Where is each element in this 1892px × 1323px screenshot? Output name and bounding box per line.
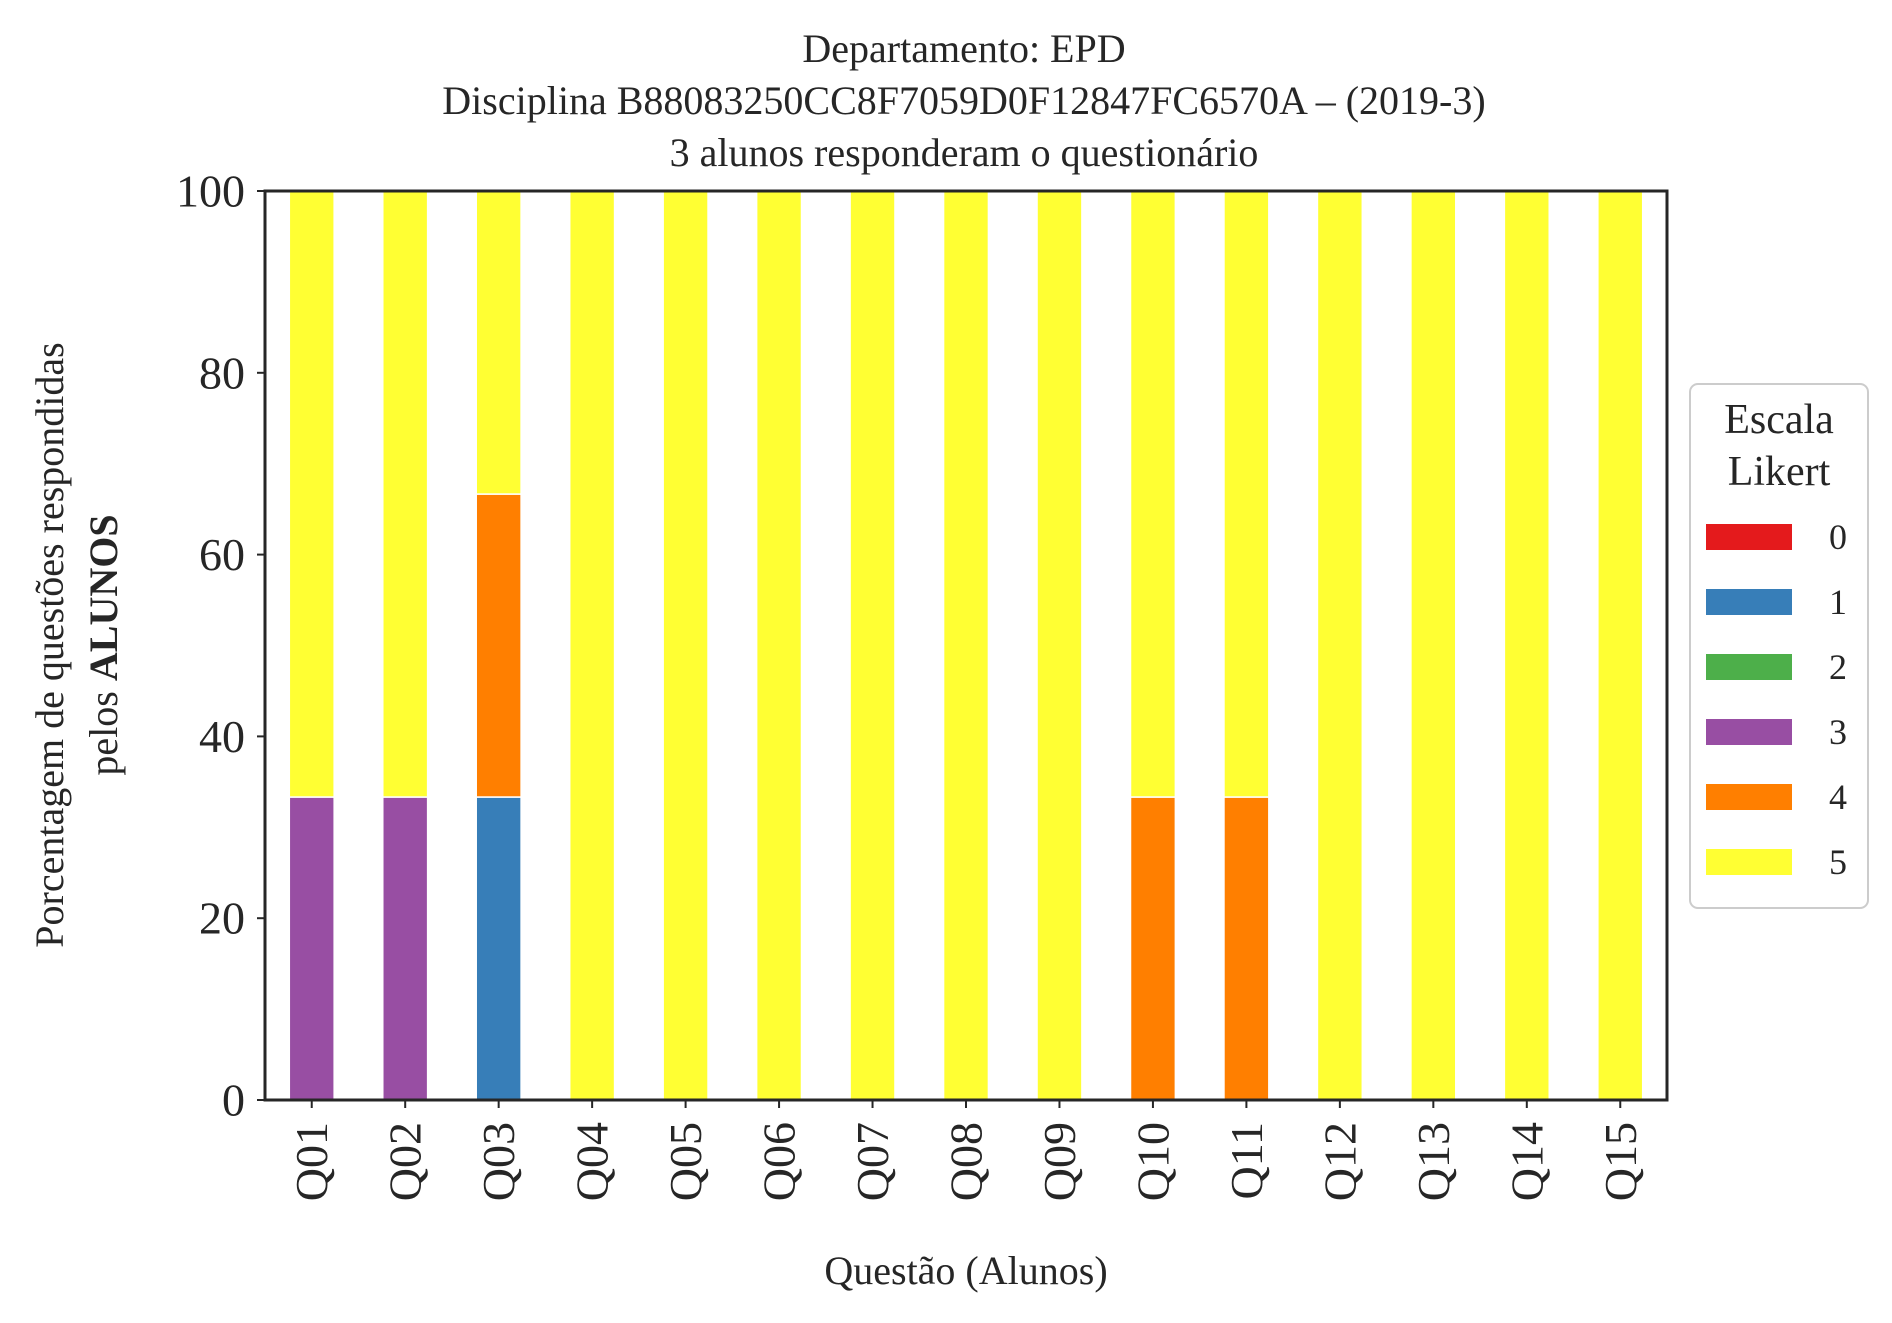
x-tick-label-q09: Q09 bbox=[1034, 1122, 1085, 1201]
legend-label-3: 3 bbox=[1829, 712, 1847, 752]
legend-label-4: 4 bbox=[1829, 777, 1847, 817]
bar-q07-level-5 bbox=[849, 190, 896, 1101]
legend-swatch-5 bbox=[1706, 849, 1792, 875]
y-tick-label-60: 60 bbox=[199, 529, 245, 580]
legend-title-line-1: Escala bbox=[1724, 397, 1834, 443]
y-tick-label-40: 40 bbox=[199, 711, 245, 762]
x-tick-label-q01: Q01 bbox=[286, 1122, 337, 1201]
x-tick-label-q03: Q03 bbox=[473, 1122, 524, 1201]
bar-q01-level-3 bbox=[288, 796, 335, 1101]
bar-q04-level-5 bbox=[568, 190, 616, 1101]
y-tick-label-80: 80 bbox=[199, 347, 245, 398]
bar-q02-level-3 bbox=[382, 796, 429, 1101]
legend-items: 0 1 2 3 4 5 bbox=[1706, 517, 1847, 882]
chart-title: Departamento: EPD Disciplina B88083250CC… bbox=[442, 26, 1485, 175]
title-line-2: Disciplina B88083250CC8F7059D0F12847FC65… bbox=[442, 78, 1485, 123]
bar-q03-level-4 bbox=[475, 493, 522, 798]
x-axis-label: Questão (Alunos) bbox=[824, 1248, 1107, 1293]
bar-q11-level-5 bbox=[1223, 190, 1270, 798]
y-axis-label-line-1: Porcentagem de questões respondidas bbox=[27, 342, 72, 947]
x-tick-label-q06: Q06 bbox=[754, 1122, 805, 1201]
bar-q03-level-5 bbox=[475, 190, 522, 495]
legend-label-5: 5 bbox=[1829, 842, 1847, 882]
x-tick-label-q15: Q15 bbox=[1595, 1122, 1646, 1201]
bar-q05-level-5 bbox=[662, 190, 709, 1101]
legend-swatch-0 bbox=[1706, 524, 1792, 550]
x-tick-label-q10: Q10 bbox=[1127, 1122, 1178, 1201]
bar-q08-level-5 bbox=[942, 190, 990, 1101]
bar-q10-level-5 bbox=[1129, 190, 1177, 798]
bar-q03-level-1 bbox=[475, 796, 522, 1101]
bar-q15-level-5 bbox=[1597, 190, 1644, 1101]
legend-swatch-2 bbox=[1706, 654, 1792, 680]
legend-swatch-4 bbox=[1706, 784, 1792, 810]
bar-q13-level-5 bbox=[1410, 190, 1457, 1101]
bars-layer bbox=[288, 190, 1644, 1101]
x-tick-label-q02: Q02 bbox=[380, 1122, 431, 1201]
y-axis-label-line-2: pelos ALUNOS bbox=[81, 514, 126, 775]
legend-label-0: 0 bbox=[1829, 517, 1847, 557]
plot-frame bbox=[263, 189, 1669, 1102]
legend-label-1: 1 bbox=[1829, 582, 1847, 622]
y-axis-label-prefix: pelos bbox=[81, 681, 126, 775]
legend-title-line-2: Likert bbox=[1728, 449, 1831, 495]
bar-q12-level-5 bbox=[1316, 190, 1364, 1101]
x-tick-label-q04: Q04 bbox=[567, 1122, 618, 1201]
legend: Escala Likert 0 1 2 3 4 5 bbox=[1689, 383, 1869, 909]
x-tick-label-q07: Q07 bbox=[847, 1122, 898, 1201]
x-tick-label-q14: Q14 bbox=[1501, 1122, 1552, 1201]
x-tick-label-q11: Q11 bbox=[1221, 1122, 1272, 1200]
legend-label-2: 2 bbox=[1829, 647, 1847, 687]
title-line-3: 3 alunos responderam o questionário bbox=[670, 130, 1259, 175]
y-axis-label: Porcentagem de questões respondidas pelo… bbox=[27, 342, 126, 947]
y-ticks: 0 20 40 60 80 100 bbox=[176, 166, 265, 1126]
x-tick-label-q08: Q08 bbox=[941, 1122, 992, 1201]
bar-q11-level-4 bbox=[1223, 796, 1270, 1101]
x-tick-label-q13: Q13 bbox=[1408, 1122, 1459, 1201]
legend-swatch-3 bbox=[1706, 719, 1792, 745]
x-tick-label-q05: Q05 bbox=[660, 1122, 711, 1201]
y-tick-label-0: 0 bbox=[222, 1075, 245, 1126]
legend-swatch-1 bbox=[1706, 589, 1792, 615]
x-tick-label-q12: Q12 bbox=[1314, 1122, 1365, 1201]
bar-q09-level-5 bbox=[1036, 190, 1083, 1101]
x-ticks: Q01 Q02 Q03 Q04 Q05 Q06 Q07 Q08 Q09 Q10 Q11 Q12 Q13 Q… bbox=[286, 1100, 1646, 1201]
y-tick-label-20: 20 bbox=[199, 893, 245, 944]
bar-q06-level-5 bbox=[755, 190, 803, 1101]
bar-q10-level-4 bbox=[1129, 796, 1177, 1101]
bar-q02-level-5 bbox=[382, 190, 429, 798]
bar-q01-level-5 bbox=[288, 190, 335, 798]
y-axis-label-bold: ALUNOS bbox=[81, 514, 126, 681]
y-tick-label-100: 100 bbox=[176, 166, 245, 217]
legend-frame bbox=[1689, 383, 1869, 909]
title-line-1: Departamento: EPD bbox=[802, 26, 1125, 71]
bar-q14-level-5 bbox=[1503, 190, 1550, 1101]
